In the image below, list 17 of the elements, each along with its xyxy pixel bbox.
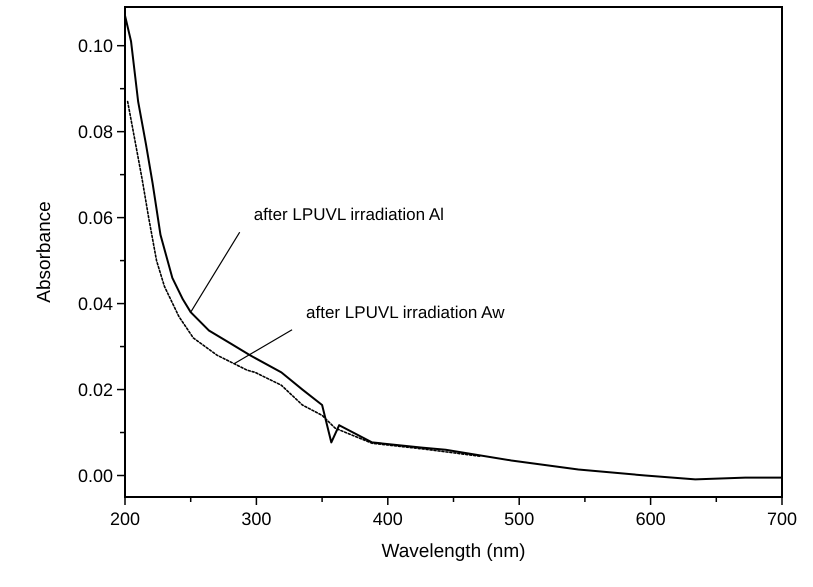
x-axis-title: Wavelength (nm) (382, 541, 526, 562)
annotation: after LPUVL irradiation Al (254, 205, 444, 224)
y-tick-label: 0.00 (78, 466, 113, 486)
y-tick-label: 0.02 (78, 380, 113, 400)
x-tick-label: 700 (766, 509, 798, 529)
x-tick-label: 200 (110, 509, 140, 529)
y-axis-title: Absorbance (34, 201, 55, 303)
x-tick-label: 300 (241, 509, 272, 529)
line-series (126, 100, 481, 457)
x-tick-label: 400 (372, 509, 403, 529)
x-tick-label: 600 (636, 509, 666, 529)
y-tick-label: 0.08 (78, 122, 113, 142)
y-tick-label: 0.04 (78, 294, 113, 314)
y-tick-label: 0.10 (78, 36, 113, 56)
y-tick-label: 0.06 (78, 208, 113, 228)
x-tick-label: 500 (504, 509, 534, 529)
annotation: after LPUVL irradiation Aw (306, 302, 506, 322)
